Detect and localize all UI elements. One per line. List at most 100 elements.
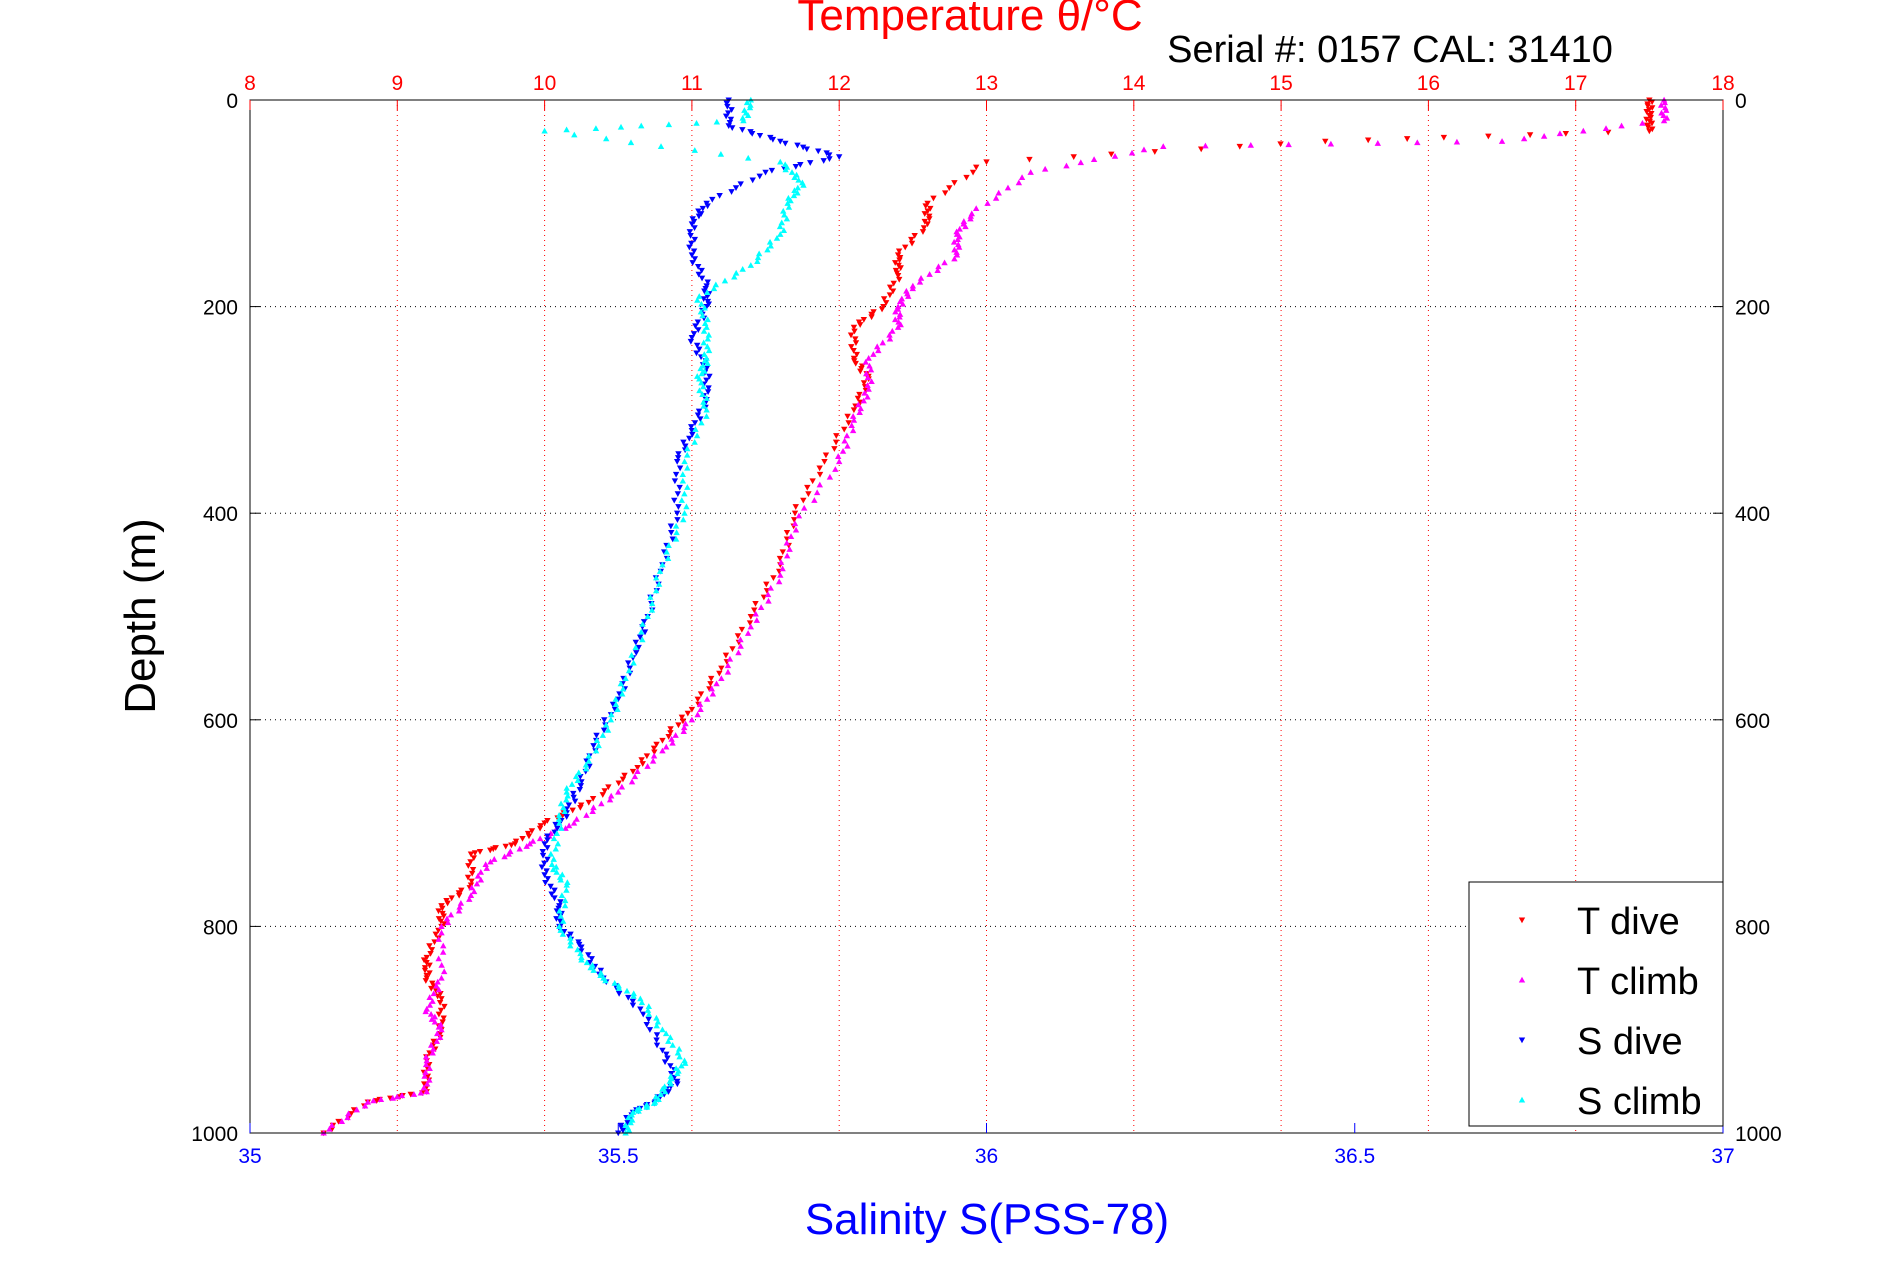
interpolated-point bbox=[693, 342, 701, 349]
interpolated-point bbox=[410, 1091, 418, 1097]
legend-box bbox=[1468, 881, 1724, 1127]
interpolated-point bbox=[674, 491, 682, 498]
interpolated-point bbox=[654, 1018, 662, 1025]
interpolated-point bbox=[628, 652, 635, 658]
interpolated-point bbox=[874, 343, 881, 350]
interpolated-point bbox=[577, 950, 584, 957]
y-tick-label-right: 200 bbox=[1735, 297, 1770, 320]
interpolated-point bbox=[862, 358, 869, 365]
interpolated-point bbox=[795, 512, 803, 519]
interpolated-point bbox=[471, 850, 479, 856]
interpolated-point bbox=[672, 535, 680, 542]
interpolated-point bbox=[951, 180, 958, 186]
interpolated-point bbox=[487, 858, 494, 865]
interpolated-point bbox=[635, 644, 642, 651]
interpolated-point bbox=[438, 961, 445, 968]
interpolated-point bbox=[668, 1075, 675, 1082]
interpolated-point bbox=[551, 895, 558, 902]
interpolated-point bbox=[600, 727, 608, 734]
interpolated-point bbox=[590, 804, 597, 811]
data-point bbox=[747, 262, 755, 268]
interpolated-point bbox=[455, 907, 463, 914]
interpolated-point bbox=[563, 796, 570, 803]
interpolated-point bbox=[831, 446, 838, 452]
interpolated-point bbox=[783, 215, 791, 222]
interpolated-point bbox=[920, 225, 928, 232]
x-bottom-tick-label: 35 bbox=[238, 1145, 261, 1168]
interpolated-point bbox=[698, 267, 705, 274]
x-bottom-tick-label: 37 bbox=[1711, 1145, 1734, 1168]
interpolated-point bbox=[785, 203, 793, 210]
interpolated-point bbox=[665, 121, 673, 128]
interpolated-point bbox=[754, 254, 762, 261]
interpolated-point bbox=[636, 634, 644, 641]
data-point bbox=[637, 1006, 644, 1013]
interpolated-point bbox=[782, 166, 789, 173]
chart-subtitle: Serial #: 0157 CAL: 31410 bbox=[1167, 29, 1613, 71]
interpolated-point bbox=[1663, 107, 1670, 113]
legend-label: S dive bbox=[1577, 1021, 1683, 1063]
interpolated-point bbox=[686, 229, 694, 235]
data-point bbox=[850, 324, 858, 331]
interpolated-point bbox=[1277, 141, 1284, 148]
interpolated-point bbox=[704, 289, 711, 295]
interpolated-point bbox=[645, 1016, 652, 1023]
interpolated-point bbox=[655, 581, 663, 587]
data-point bbox=[865, 355, 872, 361]
interpolated-point bbox=[694, 711, 701, 718]
interpolated-point bbox=[575, 941, 583, 948]
interpolated-point bbox=[428, 947, 436, 953]
data-point bbox=[688, 252, 696, 259]
interpolated-point bbox=[422, 1061, 430, 1068]
interpolated-point bbox=[544, 876, 552, 882]
interpolated-point bbox=[800, 182, 807, 188]
interpolated-point bbox=[951, 255, 958, 262]
interpolated-point bbox=[890, 280, 897, 287]
interpolated-point bbox=[615, 982, 622, 989]
interpolated-point bbox=[373, 1098, 380, 1104]
interpolated-point bbox=[724, 668, 732, 675]
interpolated-point bbox=[713, 118, 721, 125]
interpolated-point bbox=[678, 714, 686, 721]
interpolated-point bbox=[739, 114, 746, 121]
series-s-climb bbox=[541, 96, 807, 1136]
interpolated-point bbox=[864, 374, 872, 381]
legend-item: S dive bbox=[1518, 1021, 1683, 1063]
interpolated-point bbox=[708, 685, 715, 692]
interpolated-point bbox=[589, 796, 597, 802]
interpolated-point bbox=[726, 120, 734, 126]
interpolated-point bbox=[1364, 137, 1372, 144]
interpolated-point bbox=[897, 321, 904, 328]
interpolated-point bbox=[635, 1107, 642, 1114]
interpolated-point bbox=[724, 103, 731, 110]
interpolated-point bbox=[353, 1106, 360, 1113]
interpolated-point bbox=[679, 471, 687, 478]
interpolated-point bbox=[1643, 116, 1650, 123]
interpolated-point bbox=[1602, 125, 1610, 131]
interpolated-point bbox=[656, 568, 664, 574]
interpolated-point bbox=[554, 840, 562, 847]
interpolated-point bbox=[627, 1119, 634, 1126]
interpolated-point bbox=[1202, 142, 1209, 149]
x-bottom-tick-label: 35.5 bbox=[598, 1145, 639, 1168]
interpolated-point bbox=[630, 992, 637, 999]
interpolated-point bbox=[491, 856, 498, 862]
interpolated-point bbox=[377, 1096, 385, 1102]
interpolated-point bbox=[667, 726, 674, 733]
data-point bbox=[526, 840, 534, 847]
interpolated-point bbox=[860, 316, 868, 323]
interpolated-point bbox=[783, 552, 791, 559]
interpolated-point bbox=[426, 962, 433, 969]
interpolated-point bbox=[634, 765, 641, 771]
interpolated-point bbox=[694, 373, 701, 379]
data-point bbox=[696, 293, 703, 299]
interpolated-point bbox=[663, 1051, 670, 1058]
interpolated-point bbox=[896, 311, 904, 317]
interpolated-point bbox=[698, 419, 705, 426]
interpolated-point bbox=[1374, 140, 1382, 146]
interpolated-point bbox=[969, 169, 977, 176]
interpolated-point bbox=[563, 785, 570, 791]
interpolated-point bbox=[695, 213, 703, 220]
interpolated-point bbox=[428, 1016, 436, 1022]
interpolated-point bbox=[746, 104, 754, 111]
